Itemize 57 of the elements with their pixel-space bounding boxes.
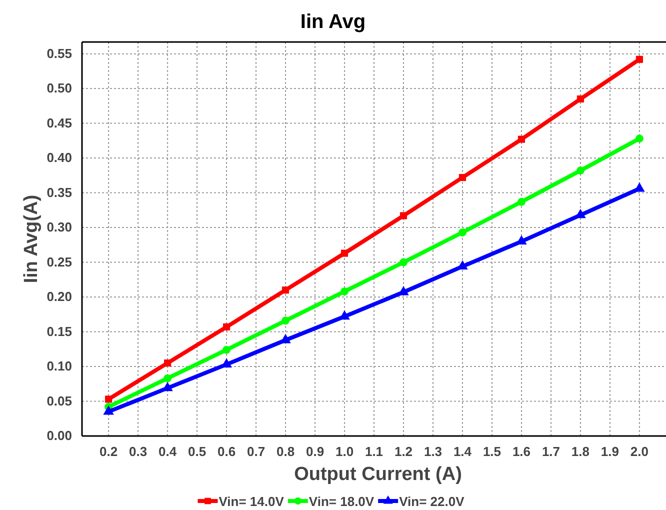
x-tick-label: 1.4	[453, 444, 472, 460]
y-tick-label: 0.45	[46, 115, 72, 130]
point	[340, 287, 348, 296]
x-tick-label: 1.1	[364, 444, 384, 460]
y-tick-label: 0.50	[46, 80, 72, 96]
x-tick-label: 0.2	[100, 444, 118, 460]
y-tick-label: 0.35	[46, 184, 72, 200]
x-tick-label: 1.3	[424, 444, 442, 460]
point	[105, 396, 112, 403]
y-tick-label: 0.20	[46, 289, 72, 304]
point	[458, 174, 466, 182]
x-tick-label: 1.2	[394, 444, 413, 460]
legend-label: Vin= 18.0V	[308, 494, 374, 509]
point	[517, 198, 526, 206]
point	[576, 95, 584, 103]
x-tick-label: 1.9	[600, 444, 619, 460]
point	[458, 228, 466, 236]
x-tick-label: 1.6	[512, 444, 531, 460]
point	[400, 212, 408, 220]
y-axis-title: Iin Avg(A)	[21, 194, 42, 284]
point	[222, 323, 230, 330]
chart-title: Iin Avg	[300, 11, 366, 33]
point	[164, 374, 172, 382]
x-tick-label: 0.3	[129, 444, 148, 460]
x-tick-label: 0.8	[276, 444, 295, 460]
x-tick-label: 0.6	[217, 444, 236, 460]
y-tick-label: 0.25	[46, 254, 72, 270]
y-tick-label: 0.15	[46, 324, 72, 339]
point	[635, 134, 644, 143]
y-tick-label: 0.40	[46, 150, 72, 166]
x-tick-label: 1.7	[542, 444, 560, 460]
x-axis-title: Output Current (A)	[294, 464, 462, 485]
point	[103, 405, 114, 415]
point	[222, 346, 231, 354]
point	[518, 136, 526, 143]
y-tick-label: 0.55	[46, 46, 72, 61]
point	[340, 250, 348, 257]
point	[636, 56, 643, 63]
y-tick-label: 0.30	[46, 220, 72, 235]
point	[282, 316, 290, 325]
point	[576, 166, 584, 175]
x-tick-label: 0.9	[306, 444, 324, 460]
x-tick-label: 0.4	[158, 444, 178, 460]
y-tick-label: 0.10	[46, 358, 72, 374]
x-tick-label: 2.0	[630, 444, 648, 460]
point	[282, 286, 290, 294]
y-tick-label: 0.00	[46, 428, 72, 444]
x-tick-label: 1.0	[335, 444, 354, 460]
x-tick-label: 1.8	[571, 444, 590, 460]
x-tick-label: 0.7	[246, 444, 266, 460]
y-tick-label: 0.05	[46, 393, 72, 408]
legend-label: Vin= 14.0V	[218, 494, 284, 509]
point	[400, 258, 408, 266]
x-tick-label: 1.5	[482, 444, 502, 460]
legend-label: Vin= 22.0V	[399, 494, 465, 509]
point	[164, 360, 172, 367]
x-tick-label: 0.5	[188, 444, 206, 460]
